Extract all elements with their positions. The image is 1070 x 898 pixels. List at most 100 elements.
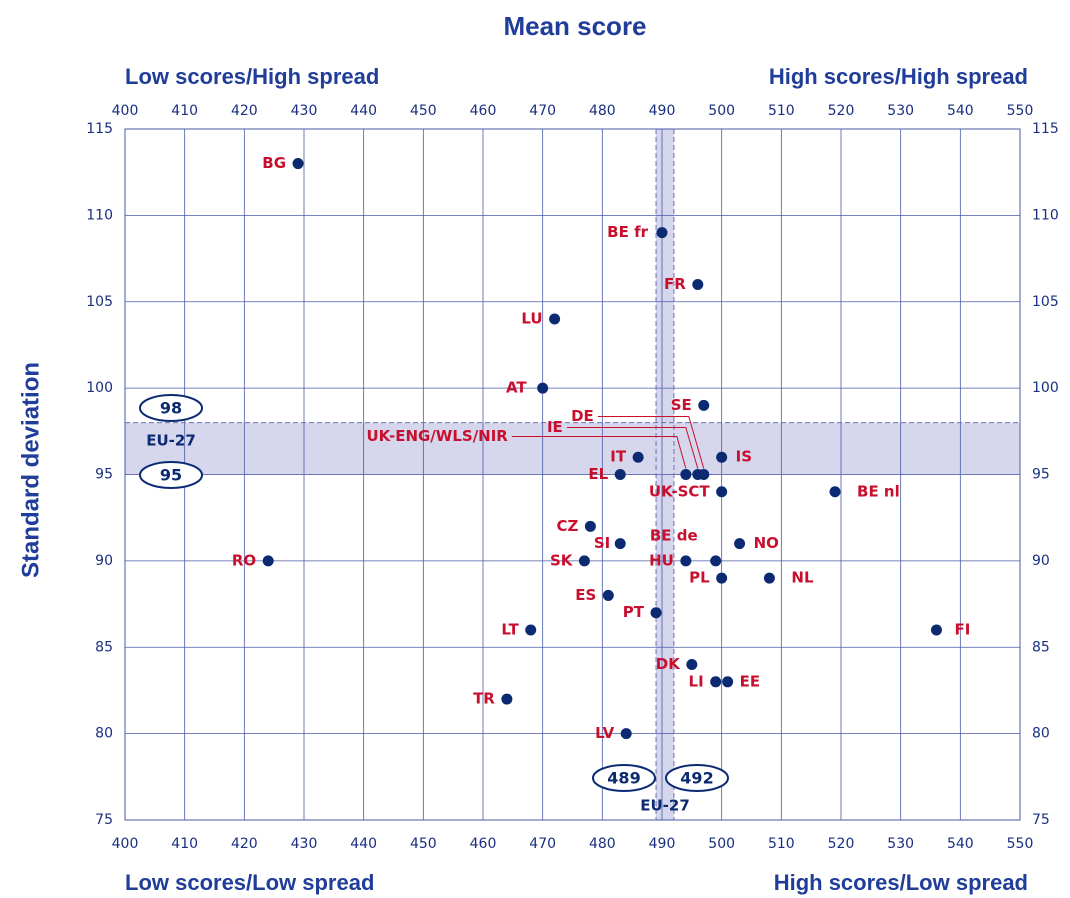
y-band-top	[139, 394, 203, 422]
point-label: LV	[595, 724, 614, 742]
y-band-bottom	[139, 461, 203, 489]
point	[602, 589, 614, 601]
point	[722, 676, 734, 688]
point	[686, 659, 698, 671]
x-tick-label: 490	[649, 836, 676, 852]
point	[716, 486, 728, 498]
x-tick-label: 410	[171, 103, 198, 119]
point	[650, 607, 662, 619]
y-axis-title: Standard deviation	[17, 362, 44, 578]
x-tick-label: 550	[1007, 836, 1034, 852]
corner-label: High scores/High spread	[769, 64, 1028, 89]
point-label: NO	[754, 534, 779, 552]
point-label: BG	[262, 154, 286, 172]
x-tick-label: 480	[589, 103, 616, 119]
x-tick-label: 530	[887, 836, 914, 852]
x-tick-label: 400	[112, 103, 139, 119]
point-label: UK-SCT	[649, 482, 711, 500]
x-band-right-label: 492	[680, 769, 713, 788]
corner-label: Low scores/High spread	[125, 64, 379, 89]
x-tick-label: 460	[470, 836, 497, 852]
y-tick-label: 95	[1032, 467, 1050, 483]
point-label: CZ	[557, 517, 579, 535]
point-label: SI	[594, 534, 610, 552]
leader-line	[597, 416, 705, 469]
point-label: EE	[740, 672, 761, 690]
x-tick-label: 540	[947, 836, 974, 852]
point	[525, 624, 537, 636]
reference-label: EU-27	[146, 432, 196, 450]
point	[656, 227, 668, 239]
x-tick-label: 420	[231, 836, 258, 852]
point-label: DE	[571, 407, 594, 425]
point-label: IT	[610, 448, 627, 466]
point-label: IE	[547, 418, 563, 436]
x-tick-label: 410	[171, 836, 198, 852]
point-label: FI	[954, 620, 970, 638]
chart-title: Mean score	[503, 11, 646, 41]
y-tick-label: 105	[1032, 294, 1059, 310]
x-tick-label: 500	[708, 836, 735, 852]
point	[734, 538, 746, 550]
y-tick-label: 80	[95, 726, 113, 742]
point	[698, 399, 710, 411]
point-label: FR	[664, 275, 686, 293]
leader-line	[566, 427, 699, 469]
corner-label: High scores/Low spread	[774, 870, 1028, 895]
point-label: PT	[623, 603, 645, 621]
point	[930, 624, 942, 636]
y-tick-label: 100	[86, 380, 113, 396]
point-label: HU	[649, 551, 674, 569]
x-tick-label: 430	[291, 103, 318, 119]
x-tick-label: 520	[828, 103, 855, 119]
x-band-left	[592, 764, 656, 792]
x-tick-label: 530	[887, 103, 914, 119]
x-tick-label: 430	[291, 836, 318, 852]
y-band-bottom-label: 95	[160, 466, 182, 485]
y-tick-label: 110	[86, 207, 113, 223]
point-label: AT	[506, 379, 527, 397]
point	[692, 278, 704, 290]
y-tick-label: 95	[95, 467, 113, 483]
point	[632, 451, 644, 463]
y-tick-label: 80	[1032, 726, 1050, 742]
x-tick-label: 440	[350, 103, 377, 119]
point	[537, 382, 549, 394]
x-tick-label: 500	[708, 103, 735, 119]
point-label: IS	[736, 448, 752, 466]
reference-band	[125, 422, 1020, 475]
point-label: ES	[575, 586, 596, 604]
point	[292, 158, 304, 170]
point	[680, 469, 692, 480]
y-tick-label: 85	[1032, 639, 1050, 655]
point	[716, 451, 728, 463]
point	[614, 538, 626, 550]
y-tick-label: 100	[1032, 380, 1059, 396]
x-tick-label: 470	[529, 103, 556, 119]
x-tick-label: 450	[410, 103, 437, 119]
reference-label: EU-27	[640, 797, 690, 815]
x-tick-label: 510	[768, 836, 795, 852]
point-label: BE fr	[607, 223, 648, 241]
leader-line	[511, 436, 687, 469]
point	[578, 555, 590, 567]
point	[501, 693, 513, 705]
x-tick-label: 490	[649, 103, 676, 119]
x-tick-label: 550	[1007, 103, 1034, 119]
point-label: BE nl	[857, 482, 900, 500]
x-tick-label: 460	[470, 103, 497, 119]
y-tick-label: 115	[1032, 121, 1059, 137]
corner-label: Low scores/Low spread	[125, 870, 374, 895]
point-label: BE de	[650, 526, 698, 544]
x-tick-label: 450	[410, 836, 437, 852]
point-label: DK	[656, 655, 681, 673]
point	[620, 728, 632, 740]
point	[710, 555, 722, 567]
point-label: LU	[521, 310, 542, 328]
point	[549, 313, 561, 325]
point-label: NL	[791, 569, 814, 587]
y-band-top-label: 98	[160, 399, 182, 418]
point-label: TR	[473, 690, 495, 708]
point	[614, 469, 626, 480]
